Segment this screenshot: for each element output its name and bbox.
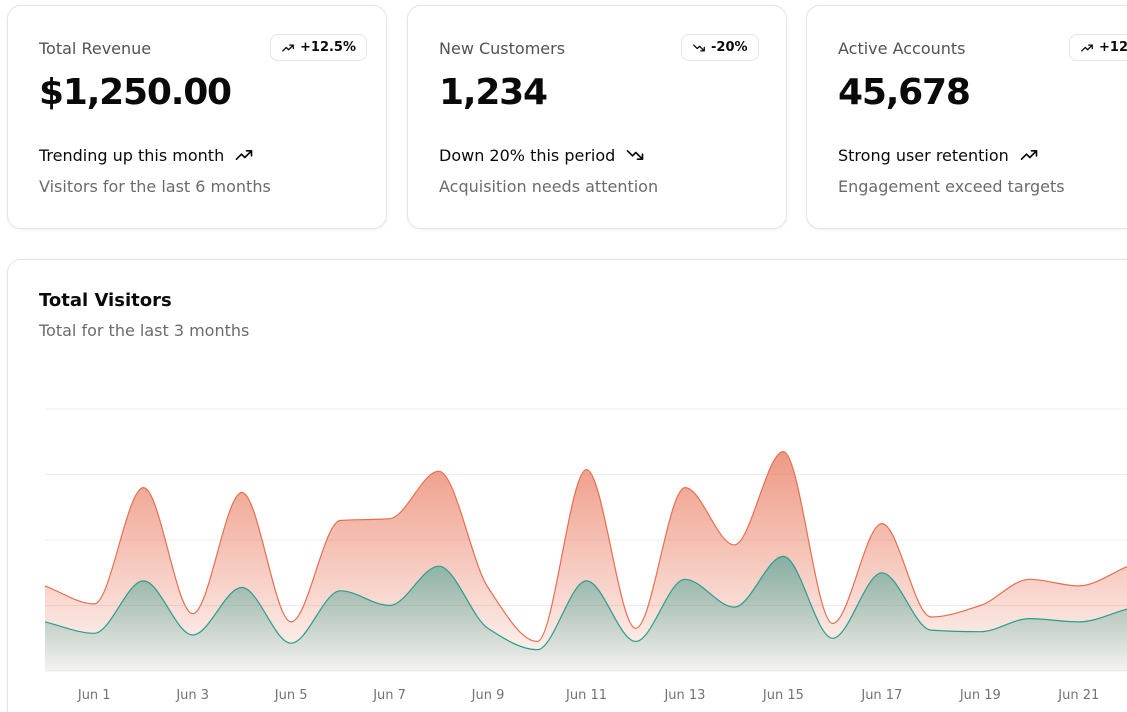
stat-footer: Down 20% this period <box>439 145 645 165</box>
x-tick-label: Jun 1 <box>77 688 111 703</box>
stat-value: 1,234 <box>439 72 548 113</box>
badge-value: +12.5% <box>300 40 356 55</box>
trending-down-icon <box>626 150 644 160</box>
x-tick-label: Jun 19 <box>959 688 1001 703</box>
trending-up-icon <box>282 43 294 52</box>
trending-up-icon <box>1020 150 1038 160</box>
trending-down-icon <box>693 43 705 52</box>
x-tick-label: Jun 13 <box>663 688 705 703</box>
stat-subtext: Visitors for the last 6 months <box>39 177 271 196</box>
stat-footer-text: Strong user retention <box>838 145 1009 165</box>
stat-subtext: Acquisition needs attention <box>439 177 659 196</box>
x-tick-label: Jun 7 <box>372 688 406 703</box>
stat-label: New Customers <box>439 39 566 58</box>
stat-value: 45,678 <box>838 72 971 113</box>
x-tick-label: Jun 21 <box>1057 688 1099 703</box>
stat-card-total-revenue: Total Revenue +12.5% $1,250.00 Trending … <box>7 5 387 229</box>
x-tick-label: Jun 15 <box>762 688 804 703</box>
badge-value: +12.5% <box>1099 40 1127 55</box>
stat-footer-text: Down 20% this period <box>439 145 616 165</box>
visitors-chart-card: Total Visitors Total for the last 3 mont… <box>7 259 1127 712</box>
x-tick-label: Jun 3 <box>175 688 209 703</box>
mobile-series-line <box>44 555 1127 651</box>
x-tick-label: Jun 11 <box>565 688 607 703</box>
x-tick-label: Jun 9 <box>471 688 505 703</box>
chart-title: Total Visitors <box>39 290 172 311</box>
badge-value: -20% <box>711 40 748 55</box>
mobile-series-area <box>45 556 1127 671</box>
stat-value: $1,250.00 <box>39 72 232 113</box>
trend-badge: +12.5% <box>1069 34 1127 61</box>
chart-subtitle: Total for the last 3 months <box>39 321 250 340</box>
trending-up-icon <box>235 150 253 160</box>
visitors-area-chart[interactable]: Jun 1 Jun 3 Jun 5 Jun 7 Jun 9 Jun 11 Jun 13 Jun… <box>8 260 1127 712</box>
chart-areas <box>44 450 1127 671</box>
stat-subtext: Engagement exceed targets <box>838 177 1065 196</box>
trend-badge: -20% <box>681 34 759 61</box>
stat-label: Total Revenue <box>39 39 152 58</box>
x-tick-label: Jun 5 <box>274 688 308 703</box>
stat-footer: Trending up this month <box>39 145 254 165</box>
desktop-series-line <box>44 450 1127 643</box>
x-axis-ticks: Jun 1 Jun 3 Jun 5 Jun 7 Jun 9 Jun 11 Jun 13 Jun… <box>77 688 1099 703</box>
stat-card-new-customers: New Customers -20% 1,234 Down 20% this p… <box>407 5 787 229</box>
x-tick-label: Jun 17 <box>860 688 902 703</box>
stat-card-active-accounts: Active Accounts +12.5% 45,678 Strong use… <box>806 5 1127 229</box>
stat-label: Active Accounts <box>838 39 966 58</box>
stat-footer-text: Trending up this month <box>39 145 225 165</box>
trending-up-icon <box>1081 43 1093 52</box>
trend-badge: +12.5% <box>270 34 367 61</box>
stat-footer: Strong user retention <box>838 145 1039 165</box>
